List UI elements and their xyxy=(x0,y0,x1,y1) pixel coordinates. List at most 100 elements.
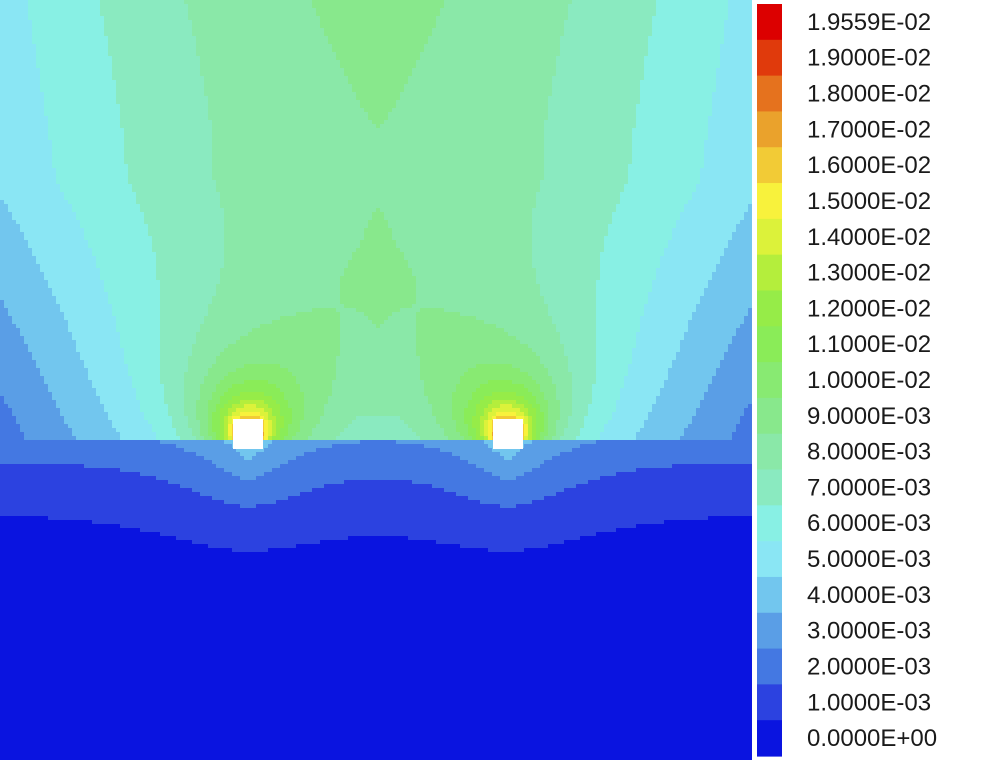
contour-cell xyxy=(160,340,196,344)
contour-cell xyxy=(200,64,340,68)
contour-cell xyxy=(624,184,696,188)
contour-cell xyxy=(140,472,232,476)
contour-cell xyxy=(392,228,532,232)
contour-cell xyxy=(224,240,360,244)
contour-cell xyxy=(532,428,536,432)
contour-cell xyxy=(52,160,124,164)
contour-cell xyxy=(24,340,76,344)
contour-cell xyxy=(348,80,408,84)
contour-cell xyxy=(416,276,536,280)
contour-cell xyxy=(700,404,748,408)
contour-cell xyxy=(740,416,752,420)
contour-cell xyxy=(720,44,752,48)
contour-cell xyxy=(12,408,60,412)
contour-cell xyxy=(188,424,200,428)
contour-cell xyxy=(112,72,200,76)
contour-cell xyxy=(544,436,552,440)
contour-cell xyxy=(160,300,212,304)
contour-cell xyxy=(692,316,744,320)
contour-cell xyxy=(340,312,364,316)
contour-cell xyxy=(340,316,368,320)
contour-cell xyxy=(332,380,424,384)
contour-cell xyxy=(0,308,8,312)
contour-cell xyxy=(0,752,752,756)
contour-cell xyxy=(0,744,752,748)
contour-cell xyxy=(688,328,736,332)
contour-cell xyxy=(444,4,568,8)
contour-cell xyxy=(4,300,56,304)
contour-cell xyxy=(452,412,464,416)
contour-cell xyxy=(528,436,532,440)
contour-cell xyxy=(564,352,596,356)
contour-cell xyxy=(216,284,340,288)
contour-cell xyxy=(324,408,432,412)
contour-cell xyxy=(32,20,104,24)
contour-cell xyxy=(8,404,56,408)
contour-cell xyxy=(44,92,116,96)
contour-cell xyxy=(416,348,532,352)
contour-cell xyxy=(88,244,152,248)
contour-cell xyxy=(64,312,112,316)
contour-cell xyxy=(320,416,356,420)
contour-cell xyxy=(468,460,544,464)
contour-cell xyxy=(0,388,48,392)
contour-cell xyxy=(0,324,16,328)
contour-cell xyxy=(444,308,548,312)
contour-cell xyxy=(608,228,672,232)
contour-cell xyxy=(500,452,516,456)
contour-cell xyxy=(684,432,732,436)
contour-cell xyxy=(0,68,40,72)
contour-cell xyxy=(0,312,8,316)
contour-cell xyxy=(116,428,152,432)
contour-cell xyxy=(176,444,232,448)
contour-cell xyxy=(120,344,160,348)
contour-cell xyxy=(640,88,716,92)
contour-cell xyxy=(668,376,712,380)
contour-cell xyxy=(640,428,684,432)
contour-cell xyxy=(564,344,596,348)
contour-cell xyxy=(72,204,140,208)
contour-cell xyxy=(600,260,660,264)
contour-cell xyxy=(636,432,684,436)
contour-cell xyxy=(84,236,152,240)
contour-cell xyxy=(40,268,100,272)
contour-cell xyxy=(188,4,312,8)
contour-cell xyxy=(0,688,752,692)
contour-cell xyxy=(352,84,404,88)
contour-cell xyxy=(220,380,244,384)
contour-cell xyxy=(268,404,280,408)
contour-cell xyxy=(432,404,452,408)
contour-cell xyxy=(0,176,56,180)
colorbar-divider xyxy=(752,0,757,760)
contour-cell xyxy=(416,432,444,436)
contour-cell xyxy=(576,436,600,440)
contour-cell xyxy=(36,256,96,260)
contour-cell xyxy=(264,408,272,412)
contour-cell xyxy=(652,16,728,20)
contour-cell xyxy=(0,216,12,220)
contour-cell xyxy=(276,428,280,432)
contour-cell xyxy=(224,216,372,220)
contour-cell xyxy=(720,260,752,264)
contour-cell xyxy=(96,388,136,392)
contour-cell xyxy=(592,400,616,404)
contour-cell xyxy=(340,340,416,344)
contour-cell xyxy=(384,216,532,220)
contour-cell xyxy=(200,56,336,60)
contour-cell xyxy=(524,384,540,388)
contour-cell xyxy=(0,288,52,292)
contour-cell xyxy=(0,248,32,252)
contour-cell xyxy=(188,356,216,360)
contour-cell xyxy=(288,400,304,404)
contour-cell xyxy=(708,388,752,392)
contour-cell xyxy=(0,124,48,128)
contour-cell xyxy=(36,48,108,52)
contour-cell xyxy=(544,124,636,128)
contour-cell xyxy=(704,288,752,292)
contour-cell xyxy=(460,544,548,548)
contour-cell xyxy=(40,372,88,376)
contour-cell xyxy=(160,440,224,444)
contour-cell xyxy=(280,316,340,320)
contour-cell xyxy=(432,408,452,412)
contour-cell xyxy=(532,424,536,428)
